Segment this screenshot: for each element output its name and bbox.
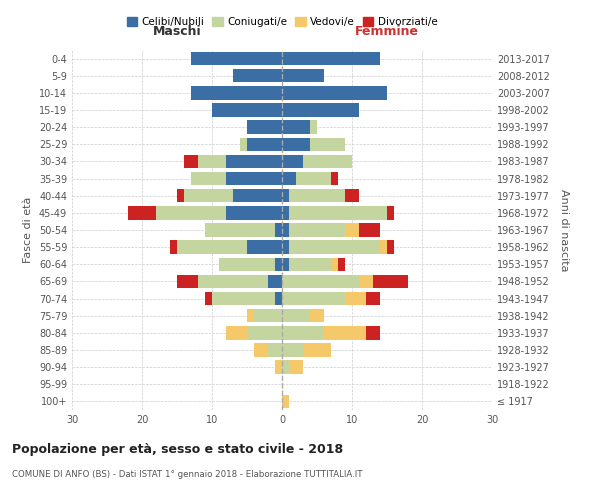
Bar — [289, 258, 331, 271]
Text: Popolazione per età, sesso e stato civile - 2018: Popolazione per età, sesso e stato civil… — [12, 442, 343, 456]
Bar — [212, 292, 275, 306]
Bar — [310, 138, 345, 151]
Bar — [282, 240, 289, 254]
Bar — [387, 206, 394, 220]
Bar — [303, 344, 331, 356]
Bar — [184, 189, 233, 202]
Bar — [282, 394, 289, 408]
Bar — [282, 206, 289, 220]
Bar — [198, 154, 226, 168]
Bar — [226, 172, 282, 186]
Bar — [191, 86, 282, 100]
Bar — [128, 206, 156, 220]
Bar — [345, 189, 359, 202]
Bar — [296, 172, 331, 186]
Bar — [282, 104, 359, 117]
Bar — [233, 189, 282, 202]
Bar — [177, 240, 247, 254]
Bar — [282, 52, 380, 66]
Bar — [387, 240, 394, 254]
Text: Femmine: Femmine — [355, 25, 419, 38]
Bar — [289, 189, 345, 202]
Y-axis label: Fasce di età: Fasce di età — [23, 197, 33, 263]
Bar — [359, 274, 373, 288]
Bar — [282, 86, 387, 100]
Bar — [282, 154, 303, 168]
Bar — [282, 274, 359, 288]
Text: COMUNE DI ANFO (BS) - Dati ISTAT 1° gennaio 2018 - Elaborazione TUTTITALIA.IT: COMUNE DI ANFO (BS) - Dati ISTAT 1° genn… — [12, 470, 362, 479]
Bar — [289, 224, 345, 236]
Bar — [282, 326, 324, 340]
Bar — [191, 172, 226, 186]
Bar — [226, 154, 282, 168]
Bar — [254, 309, 282, 322]
Bar — [275, 292, 282, 306]
Bar — [282, 360, 289, 374]
Bar — [310, 309, 324, 322]
Bar — [282, 69, 324, 82]
Bar — [366, 292, 380, 306]
Bar — [247, 240, 282, 254]
Bar — [275, 258, 282, 271]
Bar — [289, 240, 380, 254]
Bar — [268, 274, 282, 288]
Bar — [310, 120, 317, 134]
Bar — [282, 120, 310, 134]
Bar — [247, 326, 282, 340]
Bar — [240, 138, 247, 151]
Bar — [156, 206, 226, 220]
Bar — [226, 206, 282, 220]
Bar — [282, 258, 289, 271]
Bar — [282, 189, 289, 202]
Bar — [282, 138, 310, 151]
Bar — [247, 309, 254, 322]
Bar — [282, 344, 303, 356]
Bar — [205, 292, 212, 306]
Bar — [205, 224, 275, 236]
Bar — [247, 138, 282, 151]
Bar — [198, 274, 268, 288]
Bar — [275, 224, 282, 236]
Y-axis label: Anni di nascita: Anni di nascita — [559, 188, 569, 271]
Bar — [373, 274, 408, 288]
Bar — [338, 258, 345, 271]
Bar — [331, 172, 338, 186]
Legend: Celibi/Nubili, Coniugati/e, Vedovi/e, Divorziati/e: Celibi/Nubili, Coniugati/e, Vedovi/e, Di… — [122, 12, 442, 31]
Bar — [282, 309, 310, 322]
Bar — [275, 360, 282, 374]
Bar — [226, 326, 247, 340]
Bar — [282, 224, 289, 236]
Bar — [191, 52, 282, 66]
Bar — [254, 344, 268, 356]
Bar — [177, 189, 184, 202]
Text: Maschi: Maschi — [152, 25, 202, 38]
Bar — [212, 104, 282, 117]
Bar — [247, 120, 282, 134]
Bar — [380, 240, 387, 254]
Bar — [268, 344, 282, 356]
Bar — [233, 69, 282, 82]
Bar — [170, 240, 177, 254]
Bar — [366, 326, 380, 340]
Bar — [282, 172, 296, 186]
Bar — [282, 292, 345, 306]
Bar — [345, 224, 359, 236]
Bar — [289, 360, 303, 374]
Bar — [359, 224, 380, 236]
Bar — [177, 274, 198, 288]
Bar — [184, 154, 198, 168]
Bar — [331, 258, 338, 271]
Bar — [324, 326, 366, 340]
Bar — [345, 292, 366, 306]
Bar — [219, 258, 275, 271]
Bar — [303, 154, 352, 168]
Bar — [289, 206, 387, 220]
